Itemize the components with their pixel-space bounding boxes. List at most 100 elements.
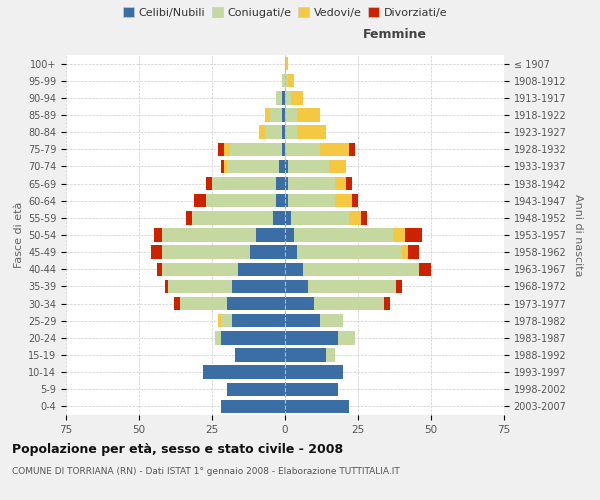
Bar: [227, 160, 279, 173]
Bar: [256, 228, 285, 241]
Bar: [349, 211, 361, 224]
Bar: [405, 228, 422, 241]
Bar: [163, 262, 238, 276]
Bar: [294, 228, 393, 241]
Bar: [180, 297, 227, 310]
Bar: [276, 194, 285, 207]
Bar: [291, 211, 349, 224]
Bar: [285, 262, 302, 276]
Bar: [285, 314, 320, 328]
Bar: [265, 126, 282, 139]
Bar: [218, 314, 221, 328]
Bar: [296, 126, 326, 139]
Legend: Celibi/Nubili, Coniugati/e, Vedovi/e, Divorziati/e: Celibi/Nubili, Coniugati/e, Vedovi/e, Di…: [118, 3, 452, 22]
Bar: [285, 57, 288, 70]
Bar: [285, 246, 296, 259]
Bar: [232, 280, 285, 293]
Bar: [203, 366, 285, 379]
Bar: [274, 211, 285, 224]
Bar: [285, 177, 288, 190]
Bar: [227, 382, 285, 396]
Bar: [393, 228, 405, 241]
Bar: [206, 177, 212, 190]
Bar: [288, 160, 329, 173]
Bar: [163, 246, 250, 259]
Text: Popolazione per età, sesso e stato civile - 2008: Popolazione per età, sesso e stato civil…: [12, 442, 343, 456]
Bar: [288, 74, 294, 88]
Bar: [215, 331, 221, 344]
Bar: [235, 348, 285, 362]
Bar: [396, 280, 402, 293]
Bar: [221, 314, 232, 328]
Bar: [291, 91, 302, 104]
Bar: [191, 211, 274, 224]
Bar: [157, 262, 163, 276]
Bar: [232, 314, 285, 328]
Bar: [285, 331, 338, 344]
Bar: [282, 108, 285, 122]
Bar: [335, 194, 352, 207]
Bar: [194, 194, 206, 207]
Bar: [302, 262, 419, 276]
Bar: [308, 280, 396, 293]
Bar: [285, 160, 288, 173]
Bar: [384, 297, 390, 310]
Bar: [250, 246, 285, 259]
Bar: [224, 160, 227, 173]
Bar: [320, 314, 343, 328]
Bar: [346, 177, 352, 190]
Bar: [154, 228, 163, 241]
Bar: [419, 262, 431, 276]
Bar: [285, 280, 308, 293]
Text: COMUNE DI TORRIANA (RN) - Dati ISTAT 1° gennaio 2008 - Elaborazione TUTTITALIA.I: COMUNE DI TORRIANA (RN) - Dati ISTAT 1° …: [12, 468, 400, 476]
Text: Femmine: Femmine: [362, 28, 427, 40]
Bar: [221, 331, 285, 344]
Bar: [285, 142, 320, 156]
Bar: [224, 142, 230, 156]
Bar: [259, 126, 265, 139]
Bar: [238, 262, 285, 276]
Bar: [296, 108, 320, 122]
Bar: [285, 366, 343, 379]
Bar: [271, 108, 282, 122]
Y-axis label: Fasce di età: Fasce di età: [14, 202, 24, 268]
Bar: [285, 228, 294, 241]
Bar: [285, 74, 288, 88]
Bar: [285, 108, 296, 122]
Y-axis label: Anni di nascita: Anni di nascita: [573, 194, 583, 276]
Bar: [338, 331, 355, 344]
Bar: [288, 177, 335, 190]
Bar: [285, 382, 338, 396]
Bar: [227, 297, 285, 310]
Bar: [361, 211, 367, 224]
Bar: [212, 177, 276, 190]
Bar: [206, 194, 276, 207]
Bar: [163, 228, 256, 241]
Bar: [230, 142, 282, 156]
Bar: [285, 348, 326, 362]
Bar: [186, 211, 191, 224]
Bar: [288, 194, 335, 207]
Bar: [168, 280, 232, 293]
Bar: [165, 280, 168, 293]
Bar: [314, 297, 384, 310]
Bar: [285, 400, 349, 413]
Bar: [285, 126, 296, 139]
Bar: [282, 91, 285, 104]
Bar: [282, 142, 285, 156]
Bar: [279, 160, 285, 173]
Bar: [335, 177, 346, 190]
Bar: [285, 211, 291, 224]
Bar: [221, 160, 224, 173]
Bar: [265, 108, 271, 122]
Bar: [326, 348, 335, 362]
Bar: [407, 246, 419, 259]
Bar: [285, 91, 291, 104]
Bar: [218, 142, 224, 156]
Bar: [221, 400, 285, 413]
Bar: [276, 177, 285, 190]
Bar: [320, 142, 349, 156]
Bar: [329, 160, 346, 173]
Bar: [296, 246, 402, 259]
Bar: [276, 91, 282, 104]
